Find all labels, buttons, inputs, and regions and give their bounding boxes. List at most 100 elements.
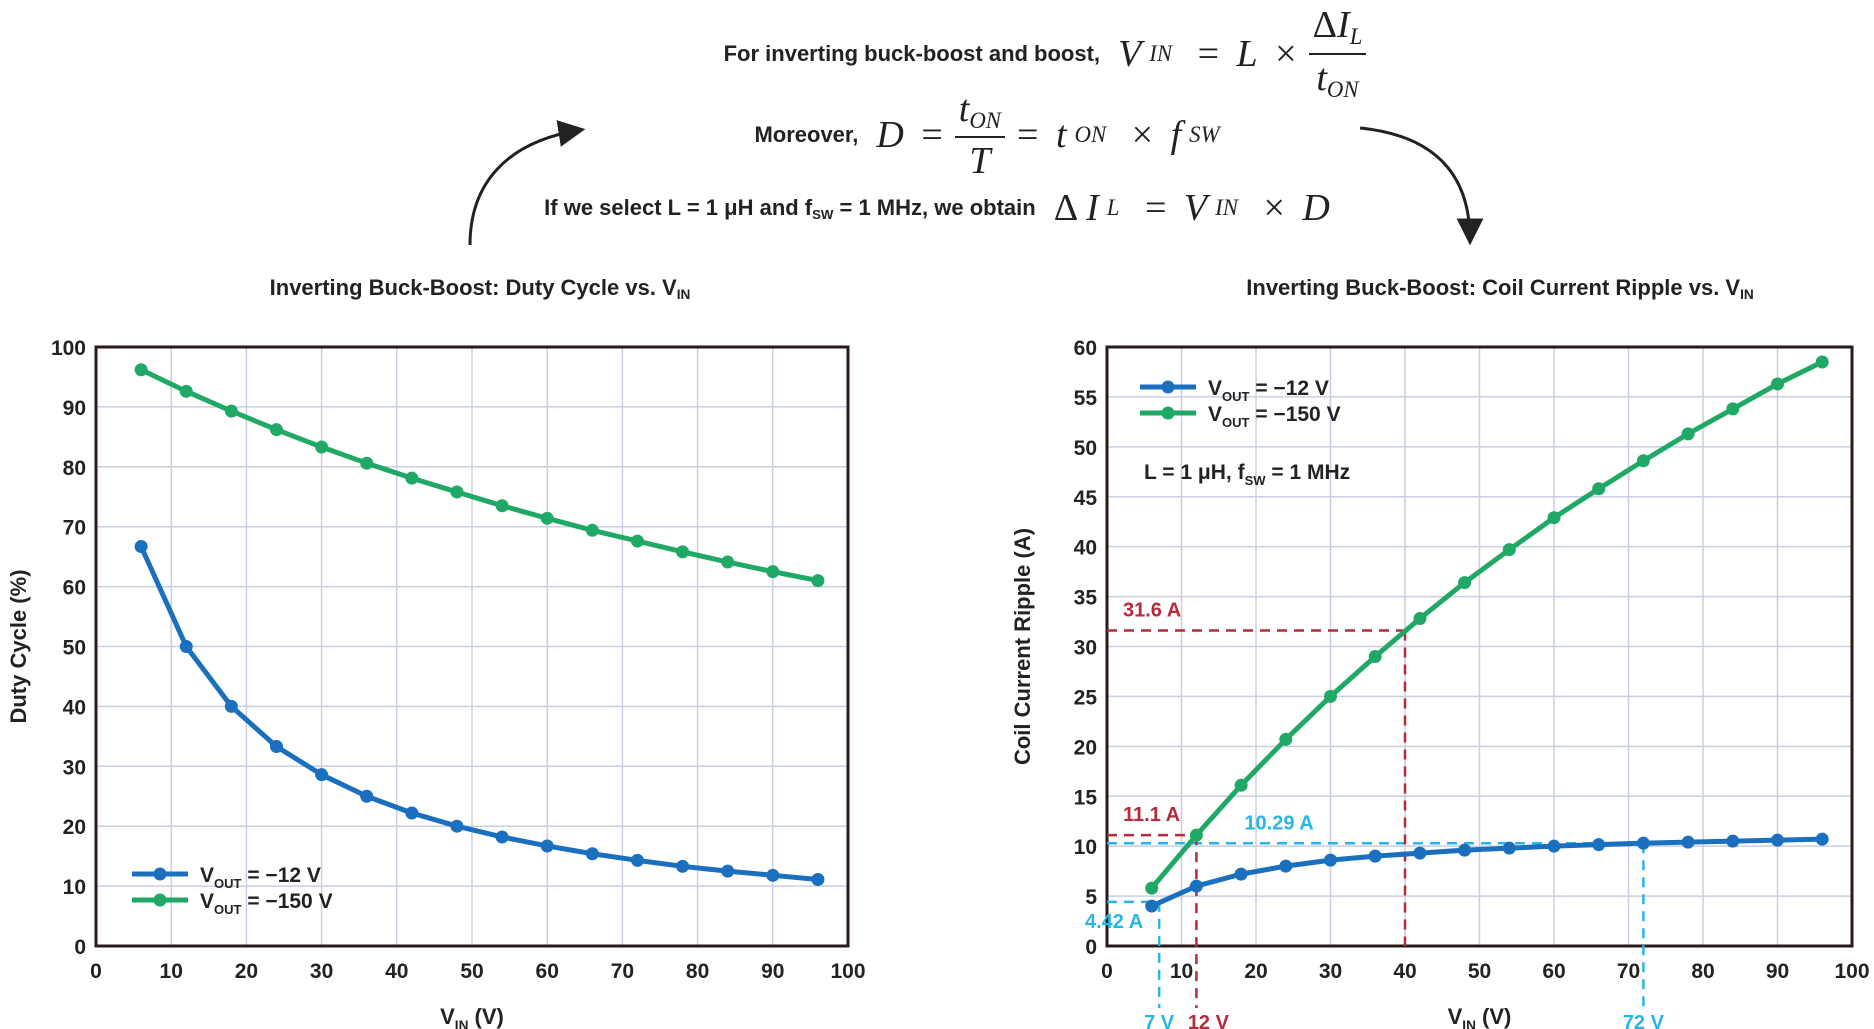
legend-swatch-dot (153, 867, 167, 881)
y-tick-label: 30 (1074, 637, 1097, 660)
y-tick-label: 5 (1085, 886, 1097, 909)
data-point (630, 534, 644, 548)
y-tick-label: 35 (1074, 587, 1098, 610)
data-point (315, 440, 329, 454)
data-point (495, 830, 509, 844)
x-tick-label: 40 (1393, 960, 1416, 983)
data-point (315, 768, 329, 782)
data-point (766, 868, 780, 882)
x-tick-label: 90 (1766, 960, 1789, 983)
arrow-right-icon (1359, 126, 1484, 246)
y-tick-label: 20 (63, 816, 86, 839)
equation-1-text: For inverting buck-boost and boost, (723, 41, 1101, 66)
legend-swatch-dot (153, 893, 167, 907)
plot-frame (94, 345, 850, 948)
y-tick-label: 80 (63, 457, 86, 480)
data-point (1279, 859, 1293, 873)
y-tick-label: 20 (1074, 736, 1097, 759)
legend-label-1: VOUT = −150 V (1208, 403, 1341, 430)
data-point (1547, 511, 1561, 525)
x-callout-label: 7 V (1144, 1012, 1175, 1029)
data-point (1324, 853, 1337, 867)
data-point (134, 539, 148, 553)
equation-2-text: Moreover, (754, 122, 859, 147)
y-axis-label: Coil Current Ripple (A) (1010, 528, 1035, 765)
y-axis-label: Duty Cycle (%) (6, 569, 31, 723)
equation-line-3: If we select L = 1 μH and fSW = 1 MHz, w… (0, 178, 1874, 238)
x-tick-label: 50 (1468, 960, 1491, 983)
legend-swatch-dot (1161, 380, 1175, 394)
data-point (1547, 839, 1561, 853)
legend-label-0: VOUT = −12 V (1208, 377, 1329, 404)
data-point (1726, 834, 1740, 848)
data-point (1279, 732, 1293, 746)
data-point (1413, 612, 1427, 626)
x-tick-label: 80 (686, 960, 709, 983)
data-point (269, 740, 283, 754)
data-point (540, 511, 554, 525)
data-point (179, 384, 193, 398)
y-tick-label: 15 (1074, 786, 1098, 809)
annotation-label: 4.42 A (1085, 911, 1143, 933)
data-point (495, 499, 509, 513)
x-tick-label: 100 (830, 960, 865, 983)
data-point (224, 404, 238, 418)
data-point (1771, 833, 1784, 847)
annotation-label: 31.6 A (1123, 600, 1181, 622)
annotation-label: 11.1 A (1123, 804, 1180, 826)
x-tick-label: 0 (90, 960, 102, 983)
x-tick-label: 60 (536, 960, 559, 983)
y-tick-label: 55 (1074, 387, 1098, 410)
data-point (179, 640, 193, 653)
data-point (1458, 576, 1472, 590)
legend-label-1: VOUT = −150 V (200, 890, 333, 917)
y-tick-label: 50 (63, 637, 86, 660)
data-point (585, 523, 599, 537)
data-point (405, 806, 419, 820)
data-point (1636, 454, 1650, 468)
chart-1-title: Inverting Buck-Boost: Duty Cycle vs. VIN (269, 275, 691, 303)
series-line-1 (140, 367, 819, 584)
x-tick-label: 10 (1170, 960, 1193, 983)
data-point (1189, 879, 1203, 893)
data-point (1234, 867, 1248, 881)
data-point (360, 456, 374, 470)
x-tick-label: 90 (761, 960, 784, 983)
data-point (540, 839, 554, 853)
series-line-1 (1149, 359, 1824, 890)
x-tick-label: 40 (385, 960, 408, 983)
legend-label-0: VOUT = −12 V (200, 864, 321, 891)
x-tick-label: 70 (1617, 960, 1640, 983)
chart-2-title: Inverting Buck-Boost: Coil Current Rippl… (1246, 275, 1754, 303)
y-tick-label: 40 (63, 696, 86, 719)
data-point (1636, 836, 1650, 850)
y-tick-label: 10 (1074, 836, 1097, 859)
duty-cycle-chart: 0 10 20 30 40 50 60 70 80 90 100 0 10 20 30 40 50 60 70 80 9… (6, 337, 866, 1029)
y-tick-label: 60 (63, 577, 86, 600)
y-tick-label: 45 (1074, 487, 1098, 510)
data-point (1592, 482, 1606, 496)
data-point (721, 555, 735, 569)
y-tick-label: 100 (51, 337, 86, 360)
legend-swatch-dot (1161, 406, 1175, 420)
y-tick-label: 0 (74, 936, 86, 959)
data-point (1145, 899, 1159, 913)
x-tick-label: 30 (310, 960, 333, 983)
series-line-0 (138, 545, 819, 883)
data-point (450, 819, 464, 833)
data-point (1234, 778, 1248, 792)
data-point (721, 864, 735, 878)
x-axis-label: VIN (V) (440, 1004, 504, 1029)
x-tick-label: 20 (235, 960, 258, 983)
y-tick-label: 60 (1074, 337, 1097, 360)
x-axis-label: VIN (V) (1448, 1004, 1512, 1029)
data-point (1592, 838, 1606, 852)
equation-2-math: D = tON T = t ON × f SW (876, 87, 1220, 183)
coil-ripple-chart: 0 10 20 30 40 50 60 70 80 90 100 0 5 10 15 20 25 30 35 40 45… (1010, 337, 1870, 1029)
data-point (585, 847, 599, 861)
data-point (766, 565, 780, 579)
data-point (1815, 355, 1829, 369)
y-tick-label: 70 (63, 517, 86, 540)
data-point (1502, 543, 1516, 557)
data-point (676, 859, 690, 873)
